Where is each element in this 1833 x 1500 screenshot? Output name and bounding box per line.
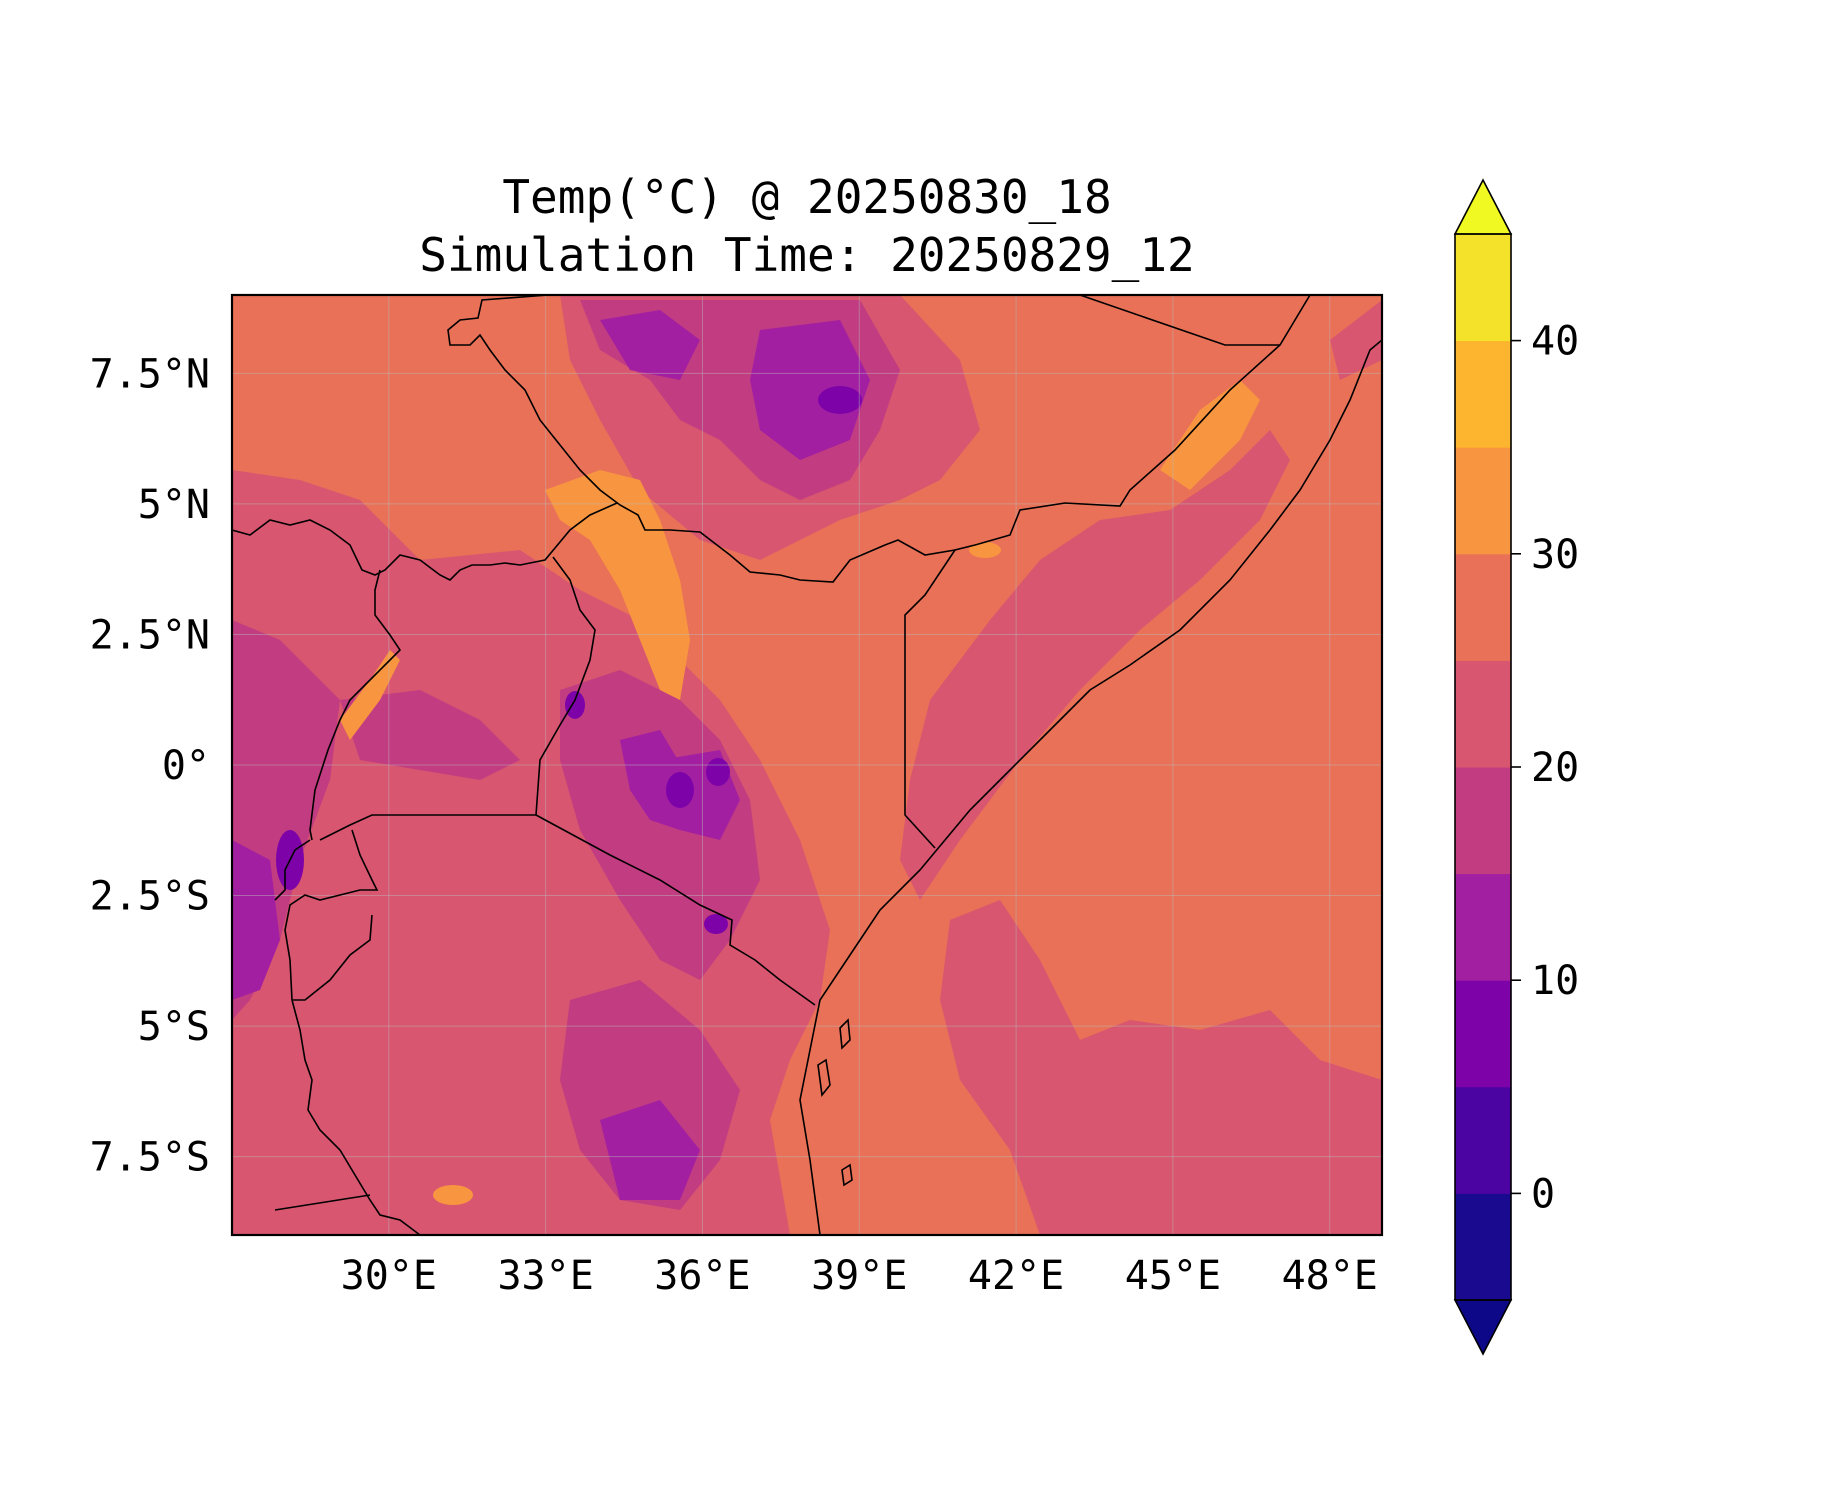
- latitude-labels: 7.5°N 5°N 2.5°N 0° 2.5°S 5°S 7.5°S: [90, 351, 210, 1180]
- lon-tick-label: 42°E: [968, 1253, 1064, 1299]
- colorbar-segment: [1455, 767, 1511, 875]
- border-lake-tanganyika: [291, 999, 421, 1235]
- title-line-1: Temp(°C) @ 20250830_18: [502, 170, 1112, 224]
- map-frame: [230, 293, 1384, 1237]
- colorbar-tick-label: 40: [1531, 319, 1579, 365]
- lat-tick-label: 2.5°N: [90, 612, 210, 658]
- gridlines: [232, 295, 1382, 1235]
- colorbar-tick-label: 20: [1531, 745, 1579, 791]
- contour-highland-kenya-15-20: [560, 670, 760, 980]
- lon-tick-label: 36°E: [654, 1253, 750, 1299]
- colorbar-segment: [1455, 1193, 1511, 1301]
- border-sudan-uganda: [232, 502, 618, 581]
- colorbar-segment: [1455, 980, 1511, 1088]
- colorbar-tick-label: 10: [1531, 958, 1579, 1004]
- contour-ethiopia-10-15-b: [750, 320, 870, 460]
- contour-southeast-20-25: [940, 900, 1382, 1235]
- colorbar-segment: [1455, 660, 1511, 768]
- contour-warm-sudan-30-35: [545, 470, 690, 700]
- contour-warm-patch-30-35-b: [433, 1185, 473, 1205]
- lon-tick-label: 33°E: [497, 1253, 593, 1299]
- lat-tick-label: 5°S: [138, 1004, 210, 1050]
- colorbar-labels: 0 10 20 30 40: [1511, 319, 1579, 1217]
- border-uganda-kenya: [535, 556, 596, 816]
- chart-title: Temp(°C) @ 20250830_18 Simulation Time: …: [232, 168, 1382, 284]
- border-burundi-south: [292, 914, 373, 1001]
- colorbar-segment: [1455, 1086, 1511, 1194]
- border-rwanda-west: [274, 839, 311, 901]
- colorbar-segment: [1455, 234, 1511, 342]
- contour-cold-spot-1: [818, 386, 862, 414]
- lat-tick-label: 5°N: [138, 482, 210, 528]
- colorbar-tick-label: 0: [1531, 1171, 1555, 1217]
- colorbar-segment: [1455, 553, 1511, 661]
- contour-uganda-15-20: [340, 690, 520, 780]
- lon-tick-label: 39°E: [811, 1253, 907, 1299]
- contour-ethiopia-10-15: [600, 310, 700, 380]
- contour-cold-spot-2: [706, 758, 730, 786]
- contour-rift-10-15: [232, 840, 280, 1000]
- border-rwanda-burundi: [284, 829, 379, 1001]
- border-zambia-tanzania: [274, 1194, 371, 1211]
- lon-tick-label: 30°E: [341, 1253, 437, 1299]
- lon-tick-label: 45°E: [1125, 1253, 1221, 1299]
- island-mafia: [841, 1163, 853, 1187]
- contour-warm-lake-30-35: [340, 650, 400, 740]
- colorbar: [1453, 178, 1513, 1356]
- temperature-contours: [232, 295, 1382, 1235]
- border-kenya-somalia: [904, 295, 1311, 849]
- lon-tick-label: 48°E: [1282, 1253, 1378, 1299]
- colorbar-extend-max: [1453, 178, 1513, 235]
- colorbar-segment: [1455, 447, 1511, 555]
- lat-tick-label: 2.5°S: [90, 874, 210, 920]
- lat-tick-label: 7.5°S: [90, 1135, 210, 1181]
- coastline: [799, 339, 1382, 1235]
- border-kenya-ethiopia: [447, 295, 956, 583]
- colorbar-segment: [1455, 873, 1511, 981]
- colorbar-segment: [1455, 340, 1511, 448]
- border-uganda-tanzania: [319, 814, 536, 841]
- border-tanzania-kenya: [535, 814, 816, 1006]
- contour-ne-20-25: [1330, 300, 1382, 380]
- colorbar-extend-min: [1453, 1299, 1513, 1356]
- borders-and-coastline: [232, 295, 1382, 1235]
- island-pemba: [839, 1018, 851, 1050]
- contour-cold-spot-5: [565, 691, 585, 719]
- lat-tick-label: 7.5°N: [90, 351, 210, 397]
- contour-tz-10-15: [600, 1100, 700, 1200]
- longitude-labels: 30°E 33°E 36°E 39°E 42°E 45°E 48°E: [341, 1253, 1378, 1299]
- contour-cold-spot-4: [704, 914, 728, 934]
- border-ethiopia-somalia: [1079, 295, 1280, 346]
- contour-warm-somalia-30-35: [1160, 380, 1260, 490]
- colorbar-tick-label: 30: [1531, 532, 1579, 578]
- contour-cold-spot-3: [666, 772, 694, 808]
- island-zanzibar: [817, 1058, 831, 1097]
- contour-warm-patch-30-35: [969, 542, 1001, 558]
- title-line-2: Simulation Time: 20250829_12: [419, 228, 1195, 282]
- border-uganda-drc: [309, 569, 402, 841]
- lat-tick-label: 0°: [162, 743, 210, 789]
